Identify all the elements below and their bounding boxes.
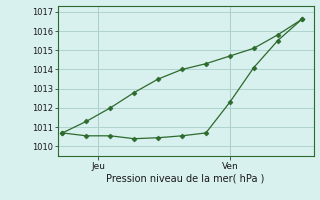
- X-axis label: Pression niveau de la mer( hPa ): Pression niveau de la mer( hPa ): [107, 173, 265, 183]
